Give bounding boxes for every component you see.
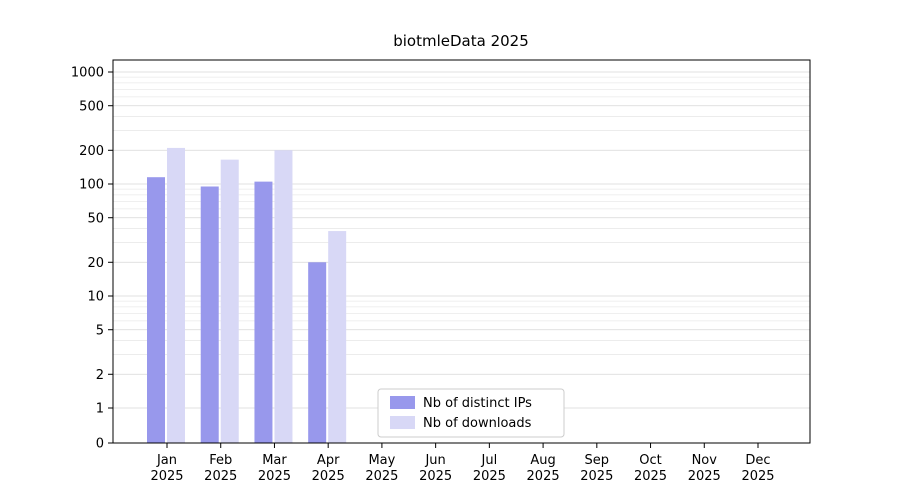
legend-label: Nb of downloads (423, 416, 532, 431)
x-axis-tick-label-year: 2025 (312, 469, 345, 484)
y-axis-tick-label: 0 (96, 437, 104, 452)
x-axis-tick-label-year: 2025 (688, 469, 721, 484)
legend-box (377, 388, 565, 438)
x-axis-tick-label-month: Sep (585, 453, 610, 468)
x-axis-tick-label-year: 2025 (258, 469, 291, 484)
y-axis-tick-label: 200 (79, 144, 104, 159)
bar-downloads (328, 231, 347, 443)
bar-distinct-ips (147, 177, 165, 443)
bar-layer (147, 147, 347, 444)
x-axis-tick-label-month: Oct (639, 453, 661, 468)
legend-label: Nb of distinct IPs (423, 396, 532, 411)
axis-layer: 01251020501002005001000Jan2025Feb2025Mar… (71, 59, 811, 484)
bar-distinct-ips (200, 186, 219, 444)
legend-swatch (390, 416, 415, 429)
x-axis-tick-label-year: 2025 (473, 469, 506, 484)
x-axis-tick-label-year: 2025 (634, 469, 667, 484)
x-axis-tick-label-month: Feb (209, 453, 232, 468)
y-axis-tick-label: 1 (96, 402, 104, 417)
x-axis-tick-label-year: 2025 (204, 469, 237, 484)
plot-border (112, 59, 811, 444)
x-axis-tick-label-month: May (368, 453, 395, 468)
bar-downloads (167, 147, 185, 443)
y-axis-tick-label: 10 (87, 290, 104, 305)
y-axis-tick-label: 20 (87, 256, 104, 271)
x-axis-tick-label-month: Dec (745, 453, 770, 468)
x-axis-tick-label-month: Jul (481, 453, 498, 468)
x-axis-tick-label-year: 2025 (527, 469, 560, 484)
x-axis-tick-label-month: Jan (156, 453, 177, 468)
chart-title: biotmleData 2025 (393, 32, 529, 50)
x-axis-tick-label-month: Aug (530, 453, 555, 468)
bar-downloads (274, 150, 293, 443)
y-axis-tick-label: 500 (79, 99, 104, 114)
x-axis-tick-label-month: Nov (692, 453, 718, 468)
x-axis-tick-label-month: Mar (262, 453, 287, 468)
legend-layer: Nb of distinct IPs Nb of downloads (377, 388, 565, 438)
y-axis-tick-label: 2 (96, 368, 104, 383)
y-axis-tick-label: 100 (79, 178, 104, 193)
bar-distinct-ips (308, 262, 327, 443)
y-axis-tick-label: 5 (96, 323, 104, 338)
x-axis-tick-label-month: Apr (317, 453, 340, 468)
x-axis-tick-label-year: 2025 (419, 469, 452, 484)
bar-downloads (220, 159, 239, 444)
legend-swatch (390, 396, 415, 409)
bar-distinct-ips (254, 181, 273, 443)
x-axis-tick-label-year: 2025 (580, 469, 613, 484)
x-axis-tick-label-year: 2025 (365, 469, 398, 484)
y-axis-tick-label: 1000 (71, 66, 104, 81)
y-axis-tick-label: 50 (87, 211, 104, 226)
x-axis-tick-label-year: 2025 (741, 469, 774, 484)
x-axis-tick-label-year: 2025 (150, 469, 183, 484)
x-axis-tick-label-month: Jun (424, 453, 445, 468)
